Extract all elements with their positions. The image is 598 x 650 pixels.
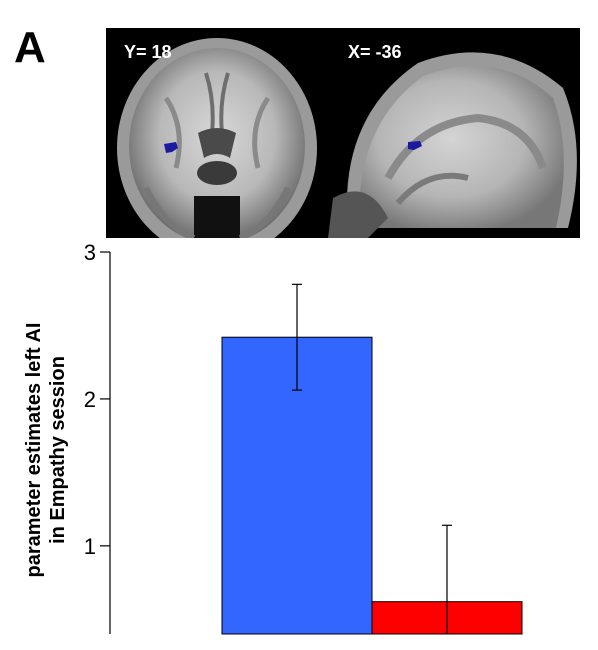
panel-label: A — [14, 23, 46, 72]
brain-slice-label: X= -36 — [348, 42, 402, 62]
activation-blob-sagittal — [408, 141, 422, 150]
activation-blob-coronal — [164, 142, 178, 153]
sagittal-slice: X= -36 — [328, 28, 580, 238]
coronal-slice: Y= 18 — [106, 28, 328, 238]
y-tick-label: 1 — [84, 534, 96, 559]
brain-slices-image: Y= 18 X= -36 — [106, 28, 580, 238]
y-tick-label: 2 — [84, 387, 96, 412]
y-tick-label: 3 — [84, 240, 96, 265]
brain-slice-label: Y= 18 — [124, 42, 172, 62]
